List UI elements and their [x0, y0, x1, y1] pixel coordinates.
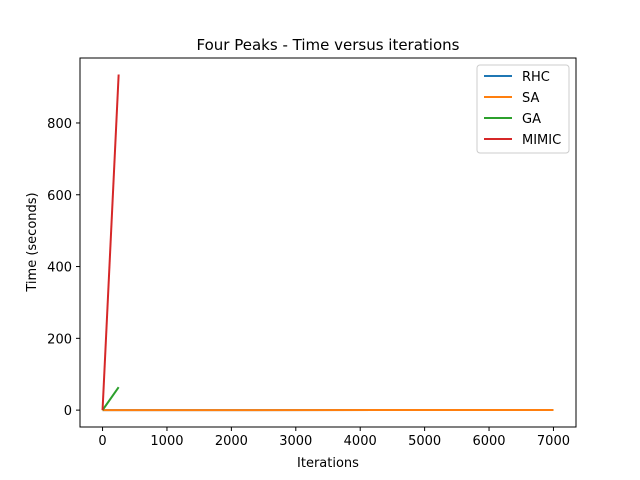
- y-tick-label: 600: [47, 189, 72, 204]
- series-line-mimic: [101, 74, 120, 411]
- series-lines: [101, 74, 554, 412]
- x-tick-label: 0: [98, 434, 106, 449]
- x-axis-title: Iterations: [297, 456, 359, 471]
- y-tick-label: 200: [47, 332, 72, 347]
- x-tick-label: 4000: [344, 434, 377, 449]
- x-tick-label: 5000: [408, 434, 441, 449]
- chart-title: Four Peaks - Time versus iterations: [197, 36, 460, 54]
- x-tick-label: 3000: [279, 434, 312, 449]
- x-axis-ticks: 0 1000 2000 3000 4000 5000 6000 7000: [98, 427, 570, 449]
- y-axis-title: Time (seconds): [25, 192, 40, 292]
- y-axis-ticks: 0 200 400 600 800: [47, 117, 80, 419]
- legend-label: RHC: [522, 70, 550, 85]
- plot-frame: [79, 57, 577, 428]
- x-tick-label: 6000: [472, 434, 505, 449]
- y-tick-label: 400: [47, 261, 72, 276]
- y-tick-label: 800: [47, 117, 72, 132]
- legend-label: SA: [522, 91, 539, 106]
- x-tick-label: 7000: [537, 434, 570, 449]
- x-tick-label: 1000: [150, 434, 183, 449]
- legend-label: MIMIC: [522, 133, 561, 148]
- legend-label: GA: [522, 112, 541, 127]
- legend-box: [476, 64, 570, 154]
- y-tick-label: 0: [64, 404, 72, 419]
- series-line-ga: [101, 386, 120, 411]
- legend: RHC SA GA MIMIC: [476, 64, 570, 154]
- x-tick-label: 2000: [215, 434, 248, 449]
